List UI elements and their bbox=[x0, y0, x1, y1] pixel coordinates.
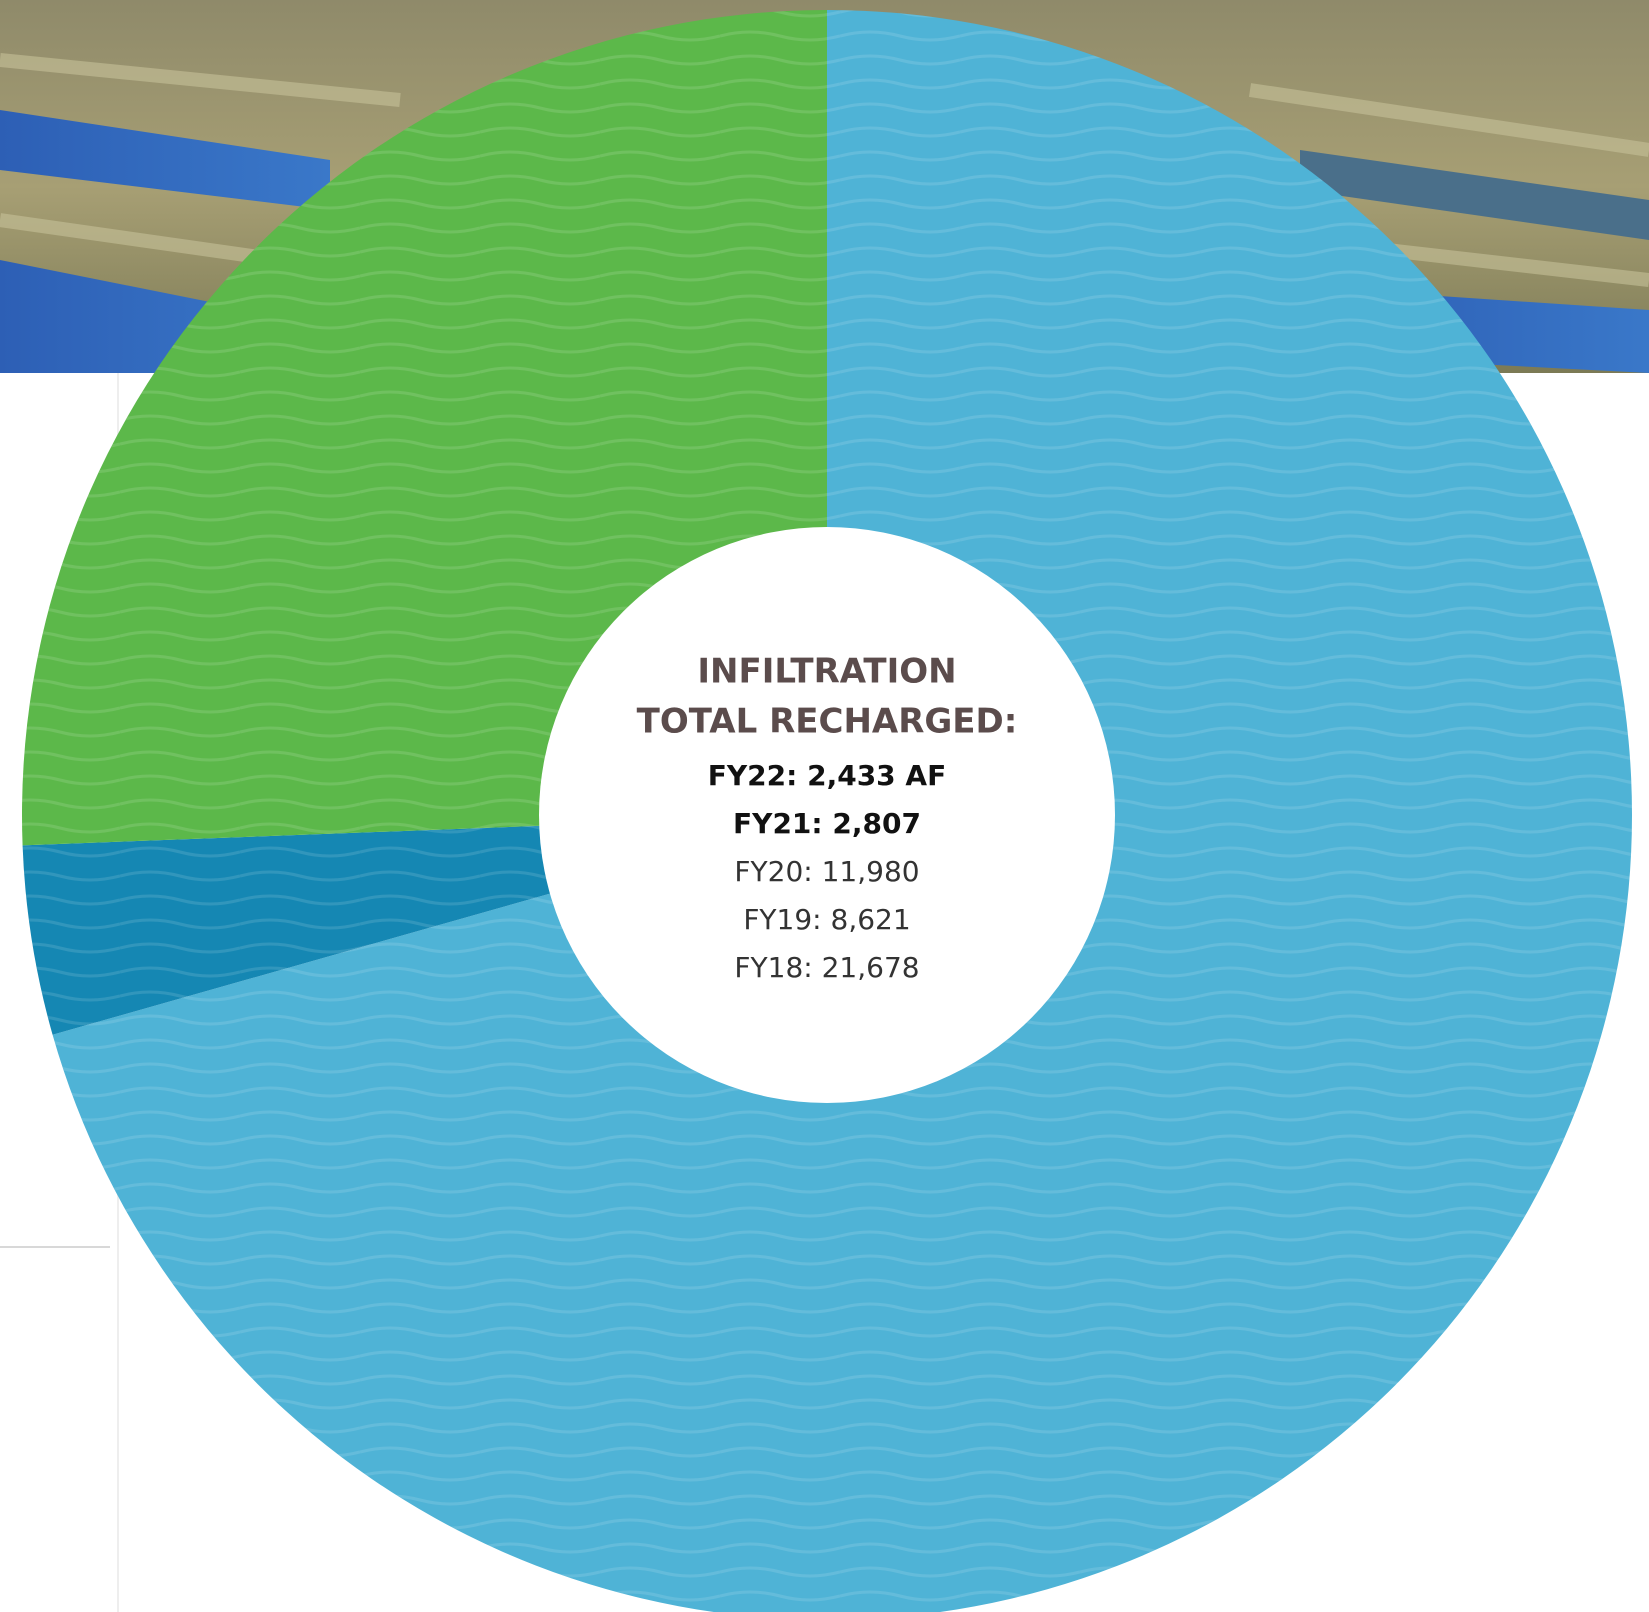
center-line: FY20: 11,980 bbox=[734, 855, 919, 888]
center-line: FY21: 2,807 bbox=[733, 807, 921, 840]
center-line: FY19: 8,621 bbox=[743, 903, 910, 936]
center-title: INFILTRATION bbox=[697, 652, 956, 692]
center-title: TOTAL RECHARGED: bbox=[637, 702, 1018, 742]
center-line: FY18: 21,678 bbox=[734, 951, 919, 984]
center-label: INFILTRATION TOTAL RECHARGED: FY22: 2,433 … bbox=[637, 652, 1018, 985]
donut-hole bbox=[539, 527, 1115, 1103]
center-line: FY22: 2,433 AF bbox=[708, 759, 946, 792]
